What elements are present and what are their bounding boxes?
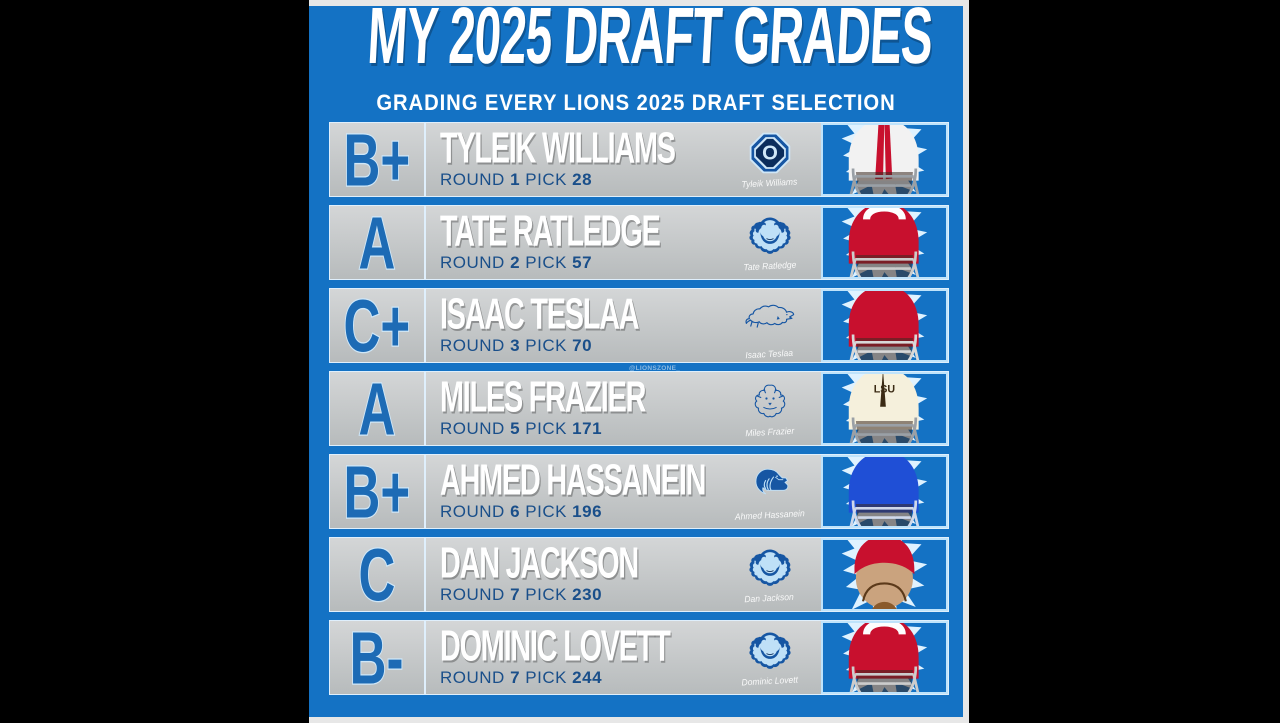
svg-text:O: O: [762, 143, 778, 165]
svg-text:LSU: LSU: [874, 384, 896, 396]
